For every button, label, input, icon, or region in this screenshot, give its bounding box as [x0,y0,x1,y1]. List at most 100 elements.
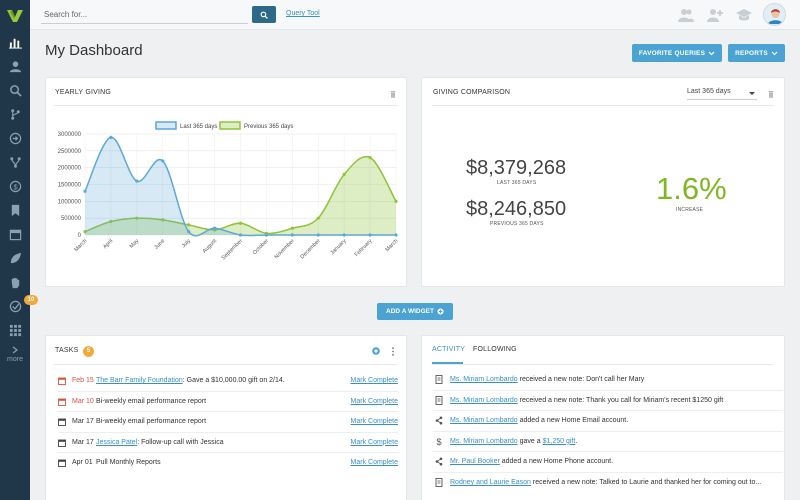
activity-gift-link[interactable]: $1,250 gift [542,437,576,445]
activity-contact-link[interactable]: Ms. Miriam Lombardo [450,437,518,445]
sidebar-more[interactable]: more [0,346,30,363]
row-divider [58,431,398,433]
tab-following[interactable]: FOLLOWING [473,346,517,353]
data-point[interactable] [187,223,191,227]
sidebar-item-pipeline[interactable] [0,102,30,126]
activity-item: Mr. Paul Booker added a new Home Phone a… [435,457,785,469]
favorite-queries-label: FAVORITE QUERIES [638,49,706,57]
sidebar-item-campaigns[interactable] [0,246,30,270]
x-tick-label: January [329,238,347,256]
mark-complete-link[interactable]: Mark Complete [350,418,398,425]
chart-bar-icon [8,38,22,49]
x-tick-label: May [129,238,141,250]
sidebar-item-people[interactable] [0,54,30,78]
data-point[interactable] [109,219,113,224]
activity-text: Ms. Miriam Lombardo received a new note:… [450,376,645,383]
yearly-giving-card: YEARLY GIVING 0 500000 1000000 1500000 20000… [45,77,407,287]
x-tick-label: March [384,238,399,253]
task-row[interactable]: Apr 01 Pull Monthly Reports Mark Complete [58,458,398,472]
card-divider [54,364,398,365]
data-point[interactable] [161,159,165,163]
task-contact-link[interactable]: Jessica Patel [96,438,138,446]
data-point[interactable] [238,233,243,237]
activity-contact-link[interactable]: Ms. Miriam Lombardo [450,417,518,425]
more-vertical-icon[interactable] [391,347,395,356]
calendar-icon [58,418,66,426]
legend-label: Last 365 days [180,124,217,130]
sidebar-item-tasks[interactable] [0,294,30,318]
data-point[interactable] [238,221,243,225]
data-point[interactable] [342,233,346,237]
data-point[interactable] [368,233,372,237]
data-point[interactable] [161,218,165,222]
task-contact-link[interactable]: The Barr Family Foundation [96,377,183,384]
add-task-icon[interactable] [372,347,380,355]
sidebar-item-search[interactable] [0,78,30,102]
tab-activity[interactable]: ACTIVITY [432,346,466,353]
data-point[interactable] [135,216,139,220]
period-select[interactable]: Last 365 days [687,88,757,100]
data-point[interactable] [394,199,398,203]
mark-complete-link[interactable]: Mark Complete [350,459,398,466]
users-icon[interactable] [677,7,695,23]
sidebar-item-import[interactable] [0,126,30,150]
search-button[interactable] [252,6,276,23]
data-point[interactable] [394,233,398,237]
logo-icon[interactable] [6,8,24,24]
legend-swatch[interactable] [219,121,241,130]
trash-icon[interactable] [390,90,396,98]
data-point[interactable] [316,216,320,220]
activity-contact-link[interactable]: Ms. Miriam Lombardo [450,376,518,383]
x-tick-label: October [252,238,270,256]
sidebar-item-gifts[interactable]: $ [0,174,30,198]
activity-contact-link[interactable]: Mr. Paul Booker [450,458,500,466]
activity-text: Rodney and Laurie Eason received a new n… [450,479,762,486]
activity-text: Mr. Paul Booker added a new Home Phone a… [450,458,614,466]
increase-label: INCREASE [676,207,704,213]
data-point[interactable] [83,230,87,234]
user-avatar[interactable] [763,3,786,26]
tasks-title: TASKS [55,347,79,354]
activity-contact-link[interactable]: Rodney and Laurie Eason [450,479,531,486]
data-point[interactable] [316,233,320,237]
data-point[interactable] [135,179,139,183]
query-tool-link[interactable]: Query Tool [286,10,320,17]
data-point[interactable] [187,230,191,234]
sidebar-item-apps[interactable] [0,318,30,342]
data-point[interactable] [109,135,113,139]
grid-icon [9,324,21,336]
data-point[interactable] [368,155,372,160]
favorite-queries-button[interactable]: FAVORITE QUERIES [632,44,722,62]
trash-icon[interactable] [768,90,774,98]
task-row[interactable]: Feb 15 The Barr Family Foundation: Gave a… [58,376,398,390]
legend-swatch[interactable] [155,121,177,130]
activity-contact-link[interactable]: Ms. Miriam Lombardo [450,396,518,404]
task-row[interactable]: Mar 17 Jessica Patel: Follow-up call with… [58,438,398,452]
data-point[interactable] [290,233,294,237]
task-row[interactable]: Mar 10 Bi-weekly email performance report… [58,397,398,411]
user-icon [9,60,21,72]
mark-complete-link[interactable]: Mark Complete [350,438,398,446]
data-point[interactable] [264,233,269,237]
card-divider [432,105,774,106]
data-point[interactable] [212,226,217,230]
reports-button[interactable]: REPORTS [728,44,785,62]
mark-complete-link[interactable]: Mark Complete [350,377,398,384]
sidebar-item-dashboard[interactable] [0,30,30,54]
search-input[interactable] [41,6,248,24]
data-point[interactable] [290,226,294,230]
sidebar-item-calendar[interactable] [0,222,30,246]
sidebar-item-volunteers[interactable] [0,270,30,294]
task-date: Mar 10 [72,397,94,405]
mark-complete-link[interactable]: Mark Complete [350,397,398,405]
sidebar-item-bookmarks[interactable] [0,198,30,222]
data-point[interactable] [83,189,87,193]
graduation-cap-icon[interactable] [735,7,753,23]
add-widget-button[interactable]: ADD A WIDGET [377,303,453,320]
data-point[interactable] [342,172,346,176]
task-row[interactable]: Mar 17 Bi-weekly email performance report… [58,417,398,431]
add-user-icon[interactable] [706,7,724,23]
series-area [85,156,396,235]
active-tab-indicator [432,362,463,364]
sidebar-item-relationships[interactable] [0,150,30,174]
